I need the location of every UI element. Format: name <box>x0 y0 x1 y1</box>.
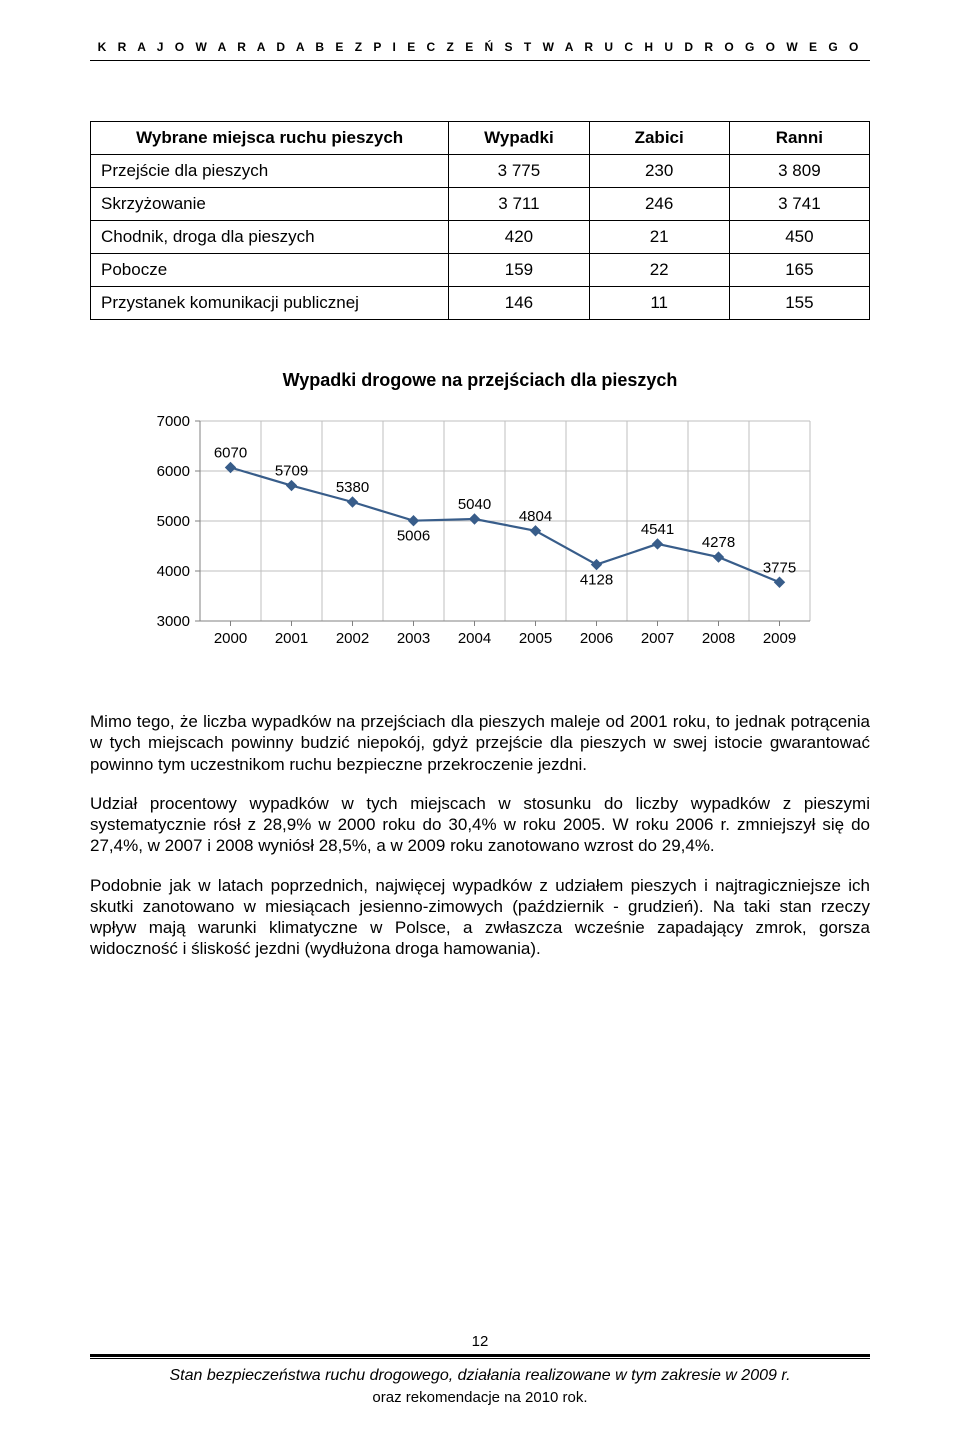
body-paragraph-2: Udział procentowy wypadków w tych miejsc… <box>90 793 870 857</box>
footer-rule-thin <box>90 1358 870 1359</box>
svg-text:2002: 2002 <box>336 630 369 647</box>
svg-text:2004: 2004 <box>458 630 491 647</box>
body-paragraph-3: Podobnie jak w latach poprzednich, najwi… <box>90 875 870 960</box>
table-row: Przystanek komunikacji publicznej1461115… <box>91 287 870 320</box>
table-col-zabici: Zabici <box>589 122 729 155</box>
table-row: Pobocze15922165 <box>91 254 870 287</box>
table-cell-value: 3 711 <box>449 188 589 221</box>
table-cell-value: 159 <box>449 254 589 287</box>
table-cell-value: 165 <box>729 254 869 287</box>
table-cell-value: 11 <box>589 287 729 320</box>
svg-text:2005: 2005 <box>519 630 552 647</box>
table-cell-value: 450 <box>729 221 869 254</box>
table-cell-value: 3 741 <box>729 188 869 221</box>
footer-line-2: oraz rekomendacje na 2010 rok. <box>90 1389 870 1406</box>
table-cell-label: Pobocze <box>91 254 449 287</box>
table-cell-value: 3 809 <box>729 155 869 188</box>
table-cell-label: Przystanek komunikacji publicznej <box>91 287 449 320</box>
chart-svg: 3000 4000 5000 6000 7000 2000 2001 2002 2003 2004… <box>140 411 820 671</box>
table-header-row: Wybrane miejsca ruchu pieszych Wypadki Z… <box>91 122 870 155</box>
svg-text:2009: 2009 <box>763 630 796 647</box>
svg-text:3775: 3775 <box>763 559 796 576</box>
svg-text:5000: 5000 <box>157 513 190 530</box>
table-cell-value: 155 <box>729 287 869 320</box>
body-paragraph-1: Mimo tego, że liczba wypadków na przejśc… <box>90 711 870 775</box>
line-chart: 3000 4000 5000 6000 7000 2000 2001 2002 2003 2004… <box>140 411 820 671</box>
table-row: Przejście dla pieszych3 7752303 809 <box>91 155 870 188</box>
svg-text:6000: 6000 <box>157 463 190 480</box>
svg-text:7000: 7000 <box>157 413 190 430</box>
svg-text:4541: 4541 <box>641 521 674 538</box>
svg-text:2008: 2008 <box>702 630 735 647</box>
svg-text:2006: 2006 <box>580 630 613 647</box>
table-cell-label: Chodnik, droga dla pieszych <box>91 221 449 254</box>
table-col-wypadki: Wypadki <box>449 122 589 155</box>
table-cell-value: 22 <box>589 254 729 287</box>
page-header-org: K R A J O W A R A D A B E Z P I E C Z E … <box>90 40 870 61</box>
table-cell-value: 3 775 <box>449 155 589 188</box>
svg-text:4000: 4000 <box>157 563 190 580</box>
chart-title: Wypadki drogowe na przejściach dla piesz… <box>140 370 820 391</box>
table-cell-value: 246 <box>589 188 729 221</box>
table-row: Chodnik, droga dla pieszych42021450 <box>91 221 870 254</box>
page-number: 12 <box>90 1333 870 1350</box>
svg-text:2000: 2000 <box>214 630 247 647</box>
svg-text:2007: 2007 <box>641 630 674 647</box>
svg-text:5380: 5380 <box>336 479 369 496</box>
table-col-ranni: Ranni <box>729 122 869 155</box>
svg-text:6070: 6070 <box>214 445 247 462</box>
svg-text:4278: 4278 <box>702 534 735 551</box>
table-cell-label: Przejście dla pieszych <box>91 155 449 188</box>
footer-rule-thick <box>90 1354 870 1357</box>
svg-text:4804: 4804 <box>519 508 552 525</box>
svg-text:5040: 5040 <box>458 496 491 513</box>
table-cell-value: 21 <box>589 221 729 254</box>
accidents-table: Wybrane miejsca ruchu pieszych Wypadki Z… <box>90 121 870 320</box>
table-row: Skrzyżowanie3 7112463 741 <box>91 188 870 221</box>
table-cell-label: Skrzyżowanie <box>91 188 449 221</box>
footer-line-1: Stan bezpieczeństwa ruchu drogowego, dzi… <box>90 1367 870 1385</box>
page-footer: 12 Stan bezpieczeństwa ruchu drogowego, … <box>90 1333 870 1406</box>
table-cell-value: 146 <box>449 287 589 320</box>
svg-text:2001: 2001 <box>275 630 308 647</box>
table-cell-value: 420 <box>449 221 589 254</box>
svg-text:2003: 2003 <box>397 630 430 647</box>
table-cell-value: 230 <box>589 155 729 188</box>
svg-text:5006: 5006 <box>397 528 430 545</box>
table-col-miejsca: Wybrane miejsca ruchu pieszych <box>91 122 449 155</box>
svg-text:4128: 4128 <box>580 572 613 589</box>
svg-text:5709: 5709 <box>275 463 308 480</box>
svg-text:3000: 3000 <box>157 613 190 630</box>
